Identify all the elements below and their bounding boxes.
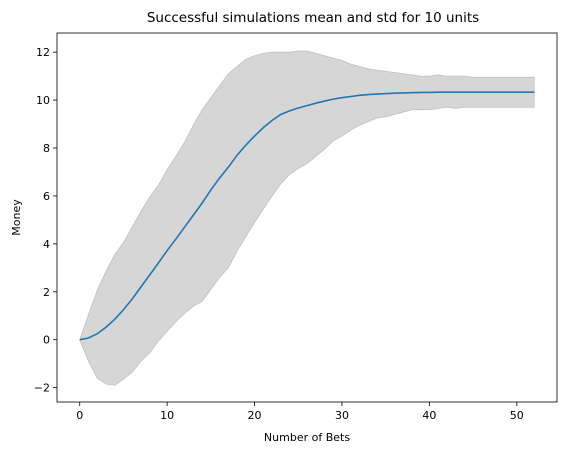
x-tick-label: 50	[510, 409, 524, 422]
y-axis-label: Money	[10, 199, 23, 236]
x-axis-ticks: 0 10 20 30 40 50	[76, 402, 524, 422]
x-tick-label: 10	[160, 409, 174, 422]
chart-title: Successful simulations mean and std for …	[147, 10, 479, 26]
y-tick-label: −2	[34, 382, 50, 395]
axes-frame	[56, 32, 558, 403]
y-tick-label: 10	[36, 94, 50, 107]
y-axis-ticks: −2 0 2 4 6 8 10 12	[34, 46, 57, 395]
x-tick-label: 30	[335, 409, 349, 422]
std-band	[79, 50, 535, 386]
y-tick-label: 6	[43, 190, 50, 203]
x-tick-label: 40	[422, 409, 436, 422]
mean-line	[79, 91, 535, 341]
x-tick-label: 20	[248, 409, 262, 422]
y-tick-label: 0	[43, 334, 50, 347]
y-tick-label: 8	[43, 142, 50, 155]
y-tick-label: 4	[43, 238, 50, 251]
y-tick-label: 2	[43, 286, 50, 299]
x-axis-label: Number of Bets	[264, 431, 350, 444]
x-tick-label: 0	[76, 409, 83, 422]
plot-area	[79, 50, 535, 386]
y-tick-label: 12	[36, 46, 50, 59]
